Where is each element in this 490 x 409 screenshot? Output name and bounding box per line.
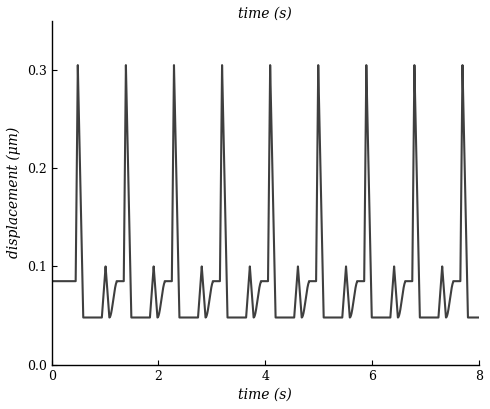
- Title: time (s): time (s): [239, 7, 292, 21]
- Y-axis label: displacement (μm): displacement (μm): [7, 127, 22, 258]
- X-axis label: time (s): time (s): [239, 388, 292, 402]
